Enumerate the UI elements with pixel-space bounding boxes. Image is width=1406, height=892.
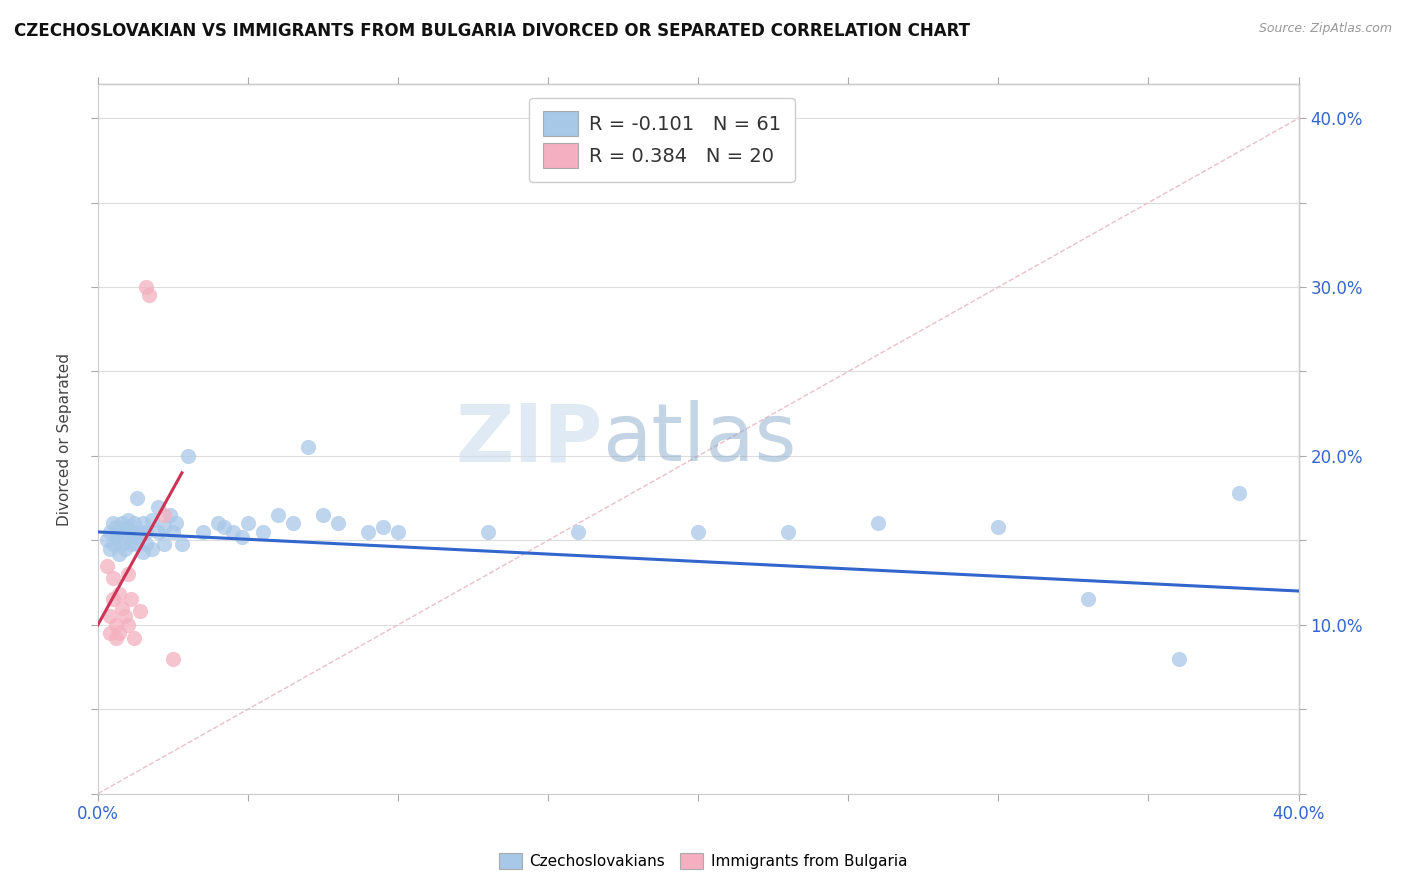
Point <box>1227 486 1250 500</box>
Point <box>153 537 176 551</box>
Point <box>191 524 214 539</box>
Point <box>125 491 148 505</box>
Point <box>114 609 136 624</box>
Point <box>114 541 136 556</box>
Point <box>326 516 349 531</box>
Point <box>231 530 253 544</box>
Point <box>138 288 160 302</box>
Point <box>129 604 152 618</box>
Point <box>162 524 184 539</box>
Point <box>141 513 163 527</box>
Point <box>117 513 139 527</box>
Point <box>108 524 131 539</box>
Point <box>868 516 890 531</box>
Point <box>125 537 148 551</box>
Point <box>104 520 127 534</box>
Point <box>114 528 136 542</box>
Point <box>101 516 124 531</box>
Point <box>117 617 139 632</box>
Y-axis label: Divorced or Separated: Divorced or Separated <box>58 352 72 525</box>
Point <box>207 516 229 531</box>
Point <box>222 524 245 539</box>
Point <box>357 524 380 539</box>
Point <box>108 547 131 561</box>
Point <box>1167 651 1189 665</box>
Point <box>297 441 319 455</box>
Point <box>101 570 124 584</box>
Point <box>177 449 200 463</box>
Point <box>122 632 145 646</box>
Text: ZIP: ZIP <box>456 400 602 478</box>
Point <box>111 516 134 531</box>
Point <box>987 520 1010 534</box>
Point <box>153 508 176 522</box>
Point <box>170 537 193 551</box>
Point <box>371 520 394 534</box>
Point <box>101 537 124 551</box>
Point <box>96 558 118 573</box>
Point <box>104 530 127 544</box>
Point <box>387 524 409 539</box>
Text: Source: ZipAtlas.com: Source: ZipAtlas.com <box>1258 22 1392 36</box>
Point <box>120 592 142 607</box>
Point <box>146 524 169 539</box>
Point <box>159 508 181 522</box>
Point <box>212 520 235 534</box>
Point <box>108 626 131 640</box>
Point <box>477 524 499 539</box>
Point <box>135 537 157 551</box>
Point <box>1077 592 1099 607</box>
Point <box>122 530 145 544</box>
Point <box>165 516 187 531</box>
Point <box>129 524 152 539</box>
Point <box>120 524 142 539</box>
Point <box>162 651 184 665</box>
Point <box>132 516 155 531</box>
Text: atlas: atlas <box>602 400 797 478</box>
Point <box>132 545 155 559</box>
Point <box>101 592 124 607</box>
Point <box>111 537 134 551</box>
Point <box>146 500 169 514</box>
Point <box>312 508 335 522</box>
Point <box>98 524 121 539</box>
Point <box>252 524 274 539</box>
Point <box>281 516 304 531</box>
Point <box>153 520 176 534</box>
Point <box>236 516 259 531</box>
Point <box>104 617 127 632</box>
Point <box>778 524 800 539</box>
Legend: R = -0.101   N = 61, R = 0.384   N = 20: R = -0.101 N = 61, R = 0.384 N = 20 <box>529 97 796 182</box>
Point <box>111 601 134 615</box>
Point <box>96 533 118 548</box>
Point <box>135 280 157 294</box>
Text: CZECHOSLOVAKIAN VS IMMIGRANTS FROM BULGARIA DIVORCED OR SEPARATED CORRELATION CH: CZECHOSLOVAKIAN VS IMMIGRANTS FROM BULGA… <box>14 22 970 40</box>
Point <box>98 541 121 556</box>
Point <box>117 520 139 534</box>
Point <box>120 537 142 551</box>
Point <box>141 541 163 556</box>
Point <box>122 516 145 531</box>
Point <box>108 587 131 601</box>
Legend: Czechoslovakians, Immigrants from Bulgaria: Czechoslovakians, Immigrants from Bulgar… <box>492 847 914 875</box>
Point <box>135 524 157 539</box>
Point <box>267 508 290 522</box>
Point <box>98 609 121 624</box>
Point <box>104 632 127 646</box>
Point <box>567 524 589 539</box>
Point <box>688 524 710 539</box>
Point <box>117 567 139 582</box>
Point <box>98 626 121 640</box>
